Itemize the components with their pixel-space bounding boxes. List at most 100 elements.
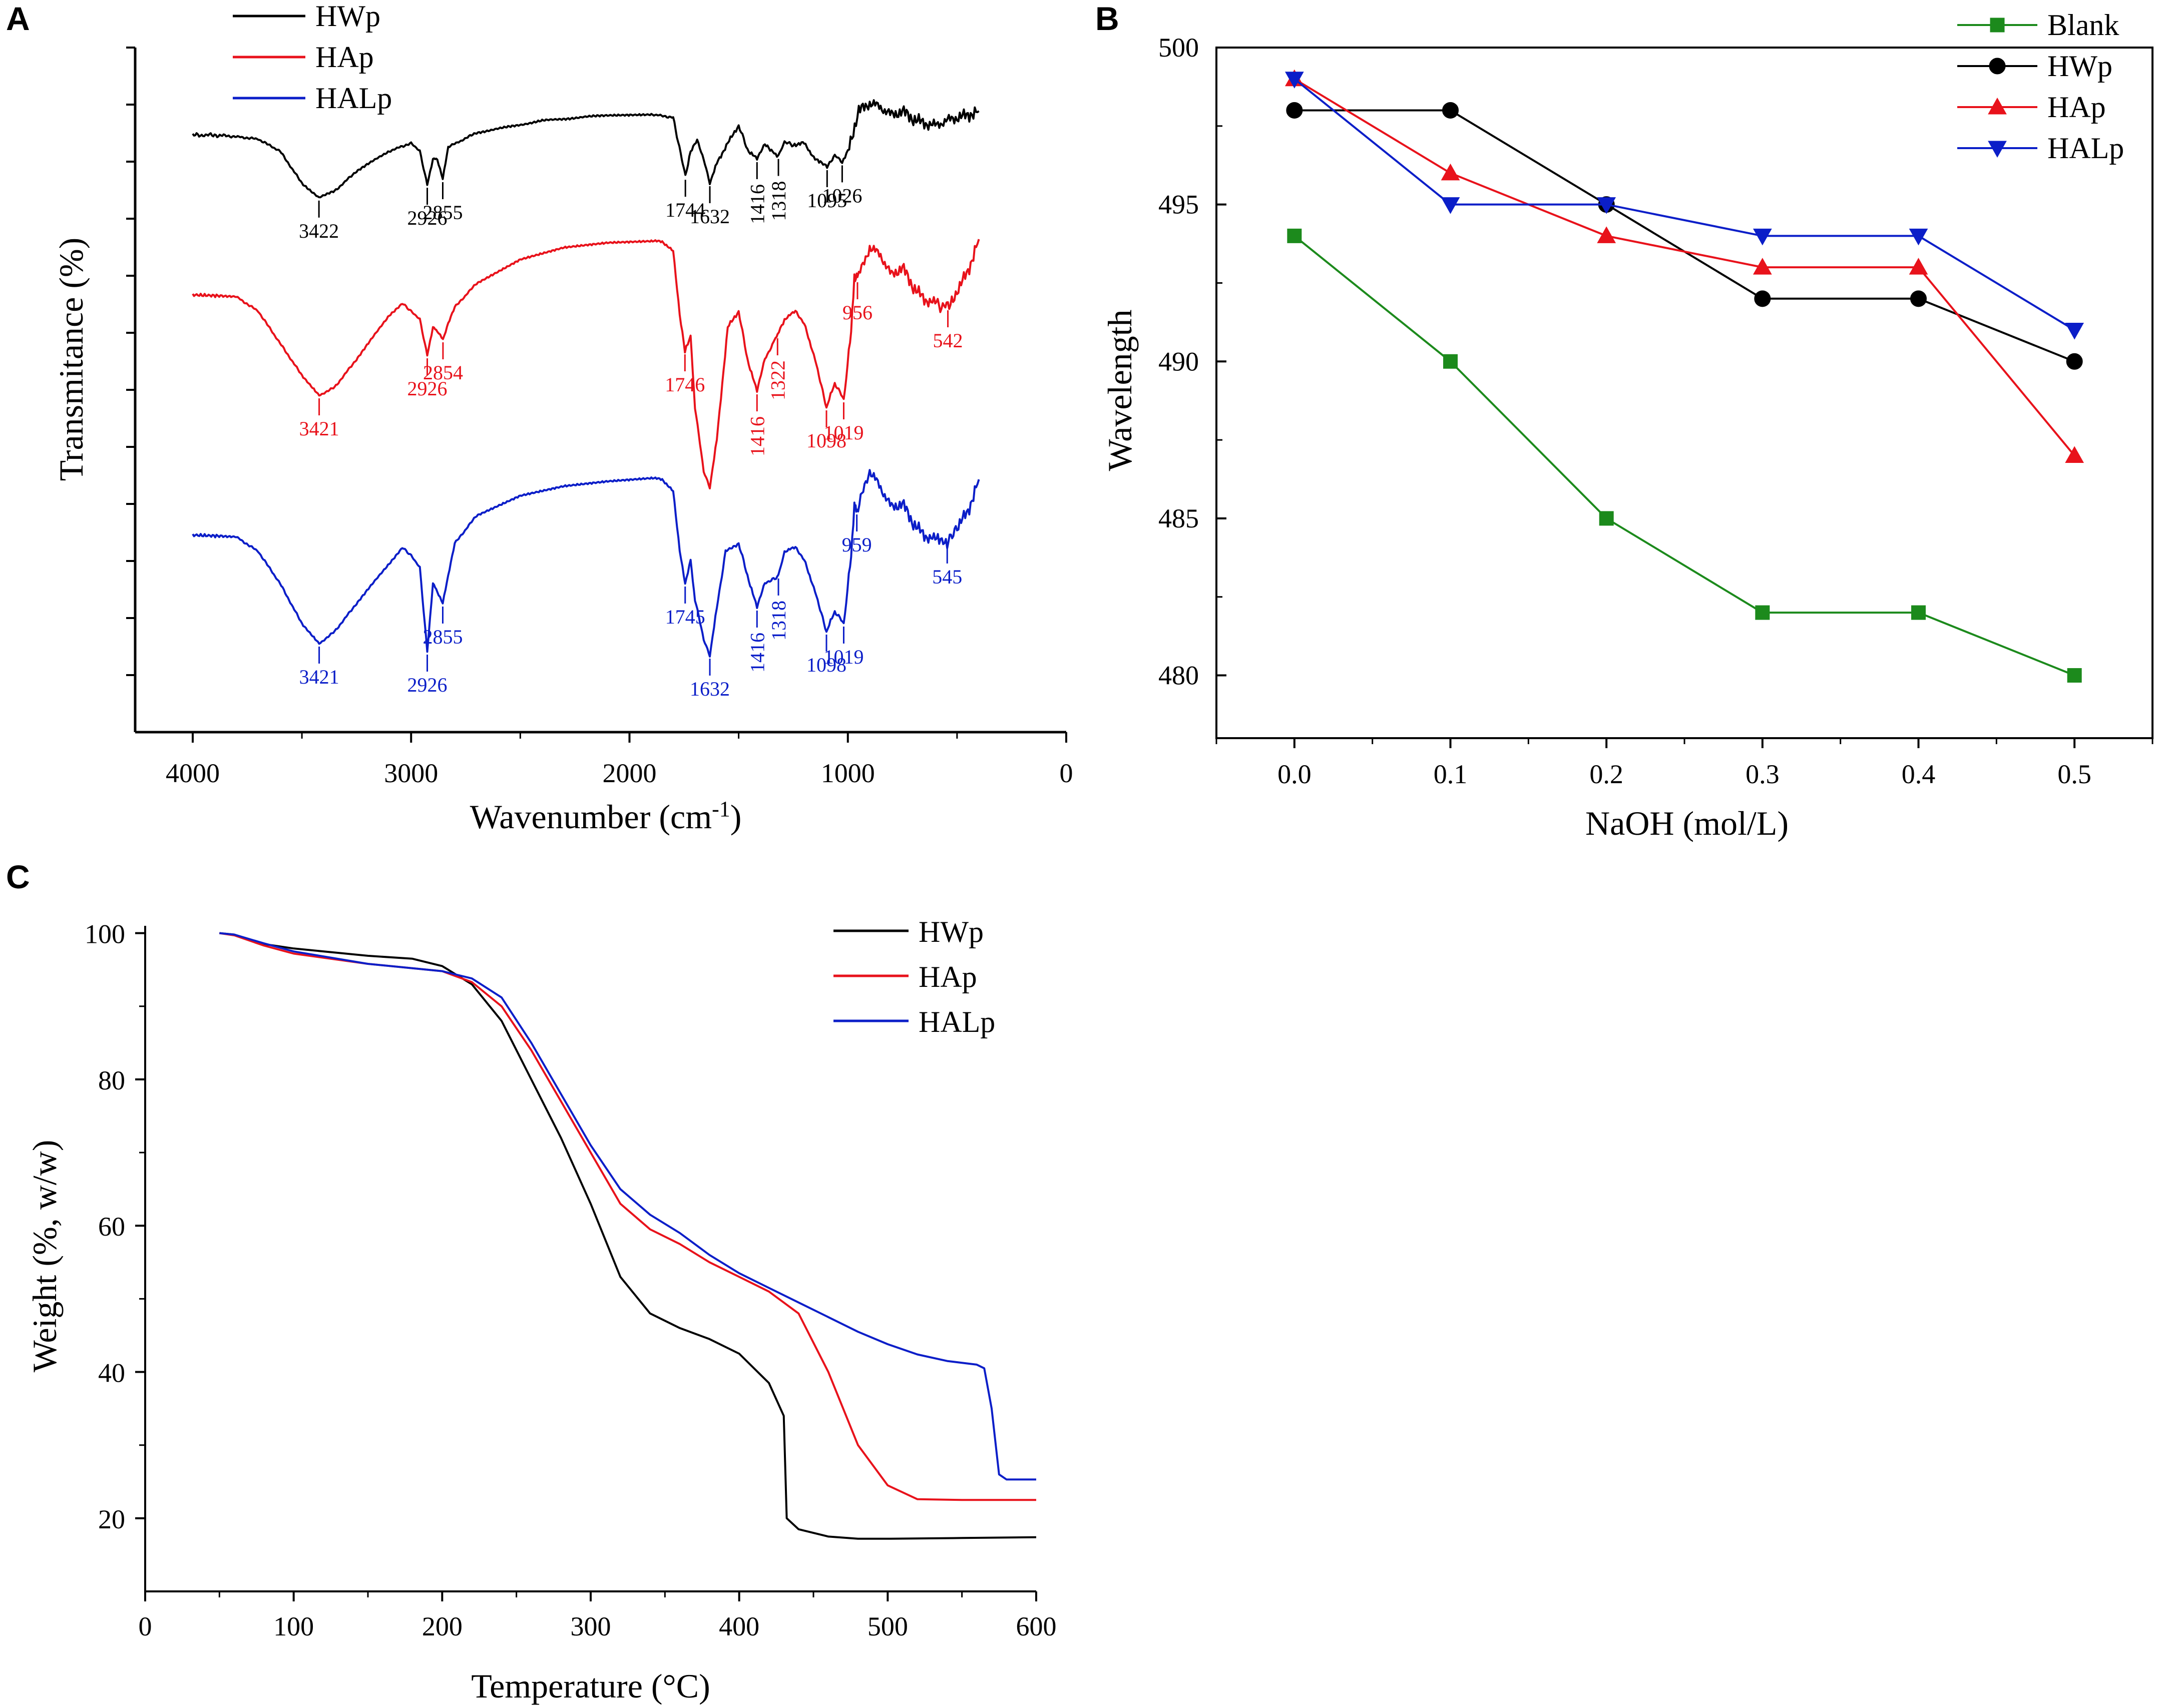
panel-a-peak-label-halp-1098: 1098 xyxy=(806,654,846,676)
panel-b-legend-label-hwp: HWp xyxy=(2047,50,2112,83)
panel-b-x-tick-label: 0.3 xyxy=(1746,759,1780,789)
panel-c-x-tick-label: 500 xyxy=(868,1611,908,1641)
panel-a-peak-label-hwp-1744: 1744 xyxy=(665,199,705,221)
panel-a-x-tick-label: 1000 xyxy=(821,758,875,788)
panel-a-x-tick-label: 0 xyxy=(1060,758,1073,788)
panel-c-x-tick-label: 300 xyxy=(571,1611,611,1641)
panel-b-series-blank xyxy=(1293,235,2075,677)
panel-c-letter: C xyxy=(6,858,30,895)
panel-c-x-tick-label: 0 xyxy=(139,1611,152,1641)
panel-c-y-tick-label: 60 xyxy=(98,1212,125,1242)
panel-a-peak-label-hwp-2855: 2855 xyxy=(423,201,463,224)
panel-c-legend-label-hap: HAp xyxy=(919,960,977,993)
panel-b-point-hwp xyxy=(1754,290,1771,307)
panel-a-peak-label-halp-1632: 1632 xyxy=(690,678,730,700)
panel-a-peak-label-hap-956: 956 xyxy=(842,301,873,324)
panel-a-x-tick-label: 4000 xyxy=(166,758,220,788)
panel-b-point-halp xyxy=(1753,228,1772,246)
panel-a-peak-label-hwp-1416: 1416 xyxy=(746,184,768,224)
panel-b-point-halp xyxy=(2065,323,2084,340)
panel-a-legend-label-hap: HAp xyxy=(315,41,374,74)
panel-a-x-title-sup: -1 xyxy=(712,797,730,821)
panel-a-peak-label-hwp-2926: 2926 xyxy=(407,207,448,229)
panel-b-point-halp xyxy=(1909,228,1928,246)
panel-c-legend-label-hwp: HWp xyxy=(919,915,984,948)
panel-b-point-blank xyxy=(1443,354,1458,369)
panel-c-x-tick-label: 100 xyxy=(273,1611,314,1641)
panel-a-peak-label-halp-2926: 2926 xyxy=(407,674,448,696)
panel-a-peak-label-hap-1019: 1019 xyxy=(823,421,863,444)
panel-a-series-hap xyxy=(192,239,980,489)
panel-a-peak-label-hap-2926: 2926 xyxy=(407,377,448,400)
panel-b-point-hap xyxy=(2065,446,2084,463)
panel-c: 20 40 60 80 100 0 100 200 300 400 500 600 HWp HAp HA… xyxy=(26,915,1057,1705)
panel-b-point-blank xyxy=(2067,668,2082,683)
panel-b-legend-marker-halp xyxy=(1988,141,2007,158)
panel-b-point-hwp xyxy=(1910,290,1927,307)
panel-a-peak-label-hap-1416: 1416 xyxy=(746,416,768,456)
panel-b-legend-marker-hap xyxy=(1988,97,2007,115)
panel-b-point-halp xyxy=(1441,197,1460,214)
panel-a-legend-label-halp: HALp xyxy=(315,82,392,115)
panel-a-peak-label-hap-2854: 2854 xyxy=(423,361,463,384)
panel-b-y-tick-label: 485 xyxy=(1158,503,1199,533)
panel-c-x-tick-label: 400 xyxy=(719,1611,759,1641)
panel-a-peak-label-halp-1416: 1416 xyxy=(746,633,768,673)
panel-b-letter: B xyxy=(1095,0,1119,37)
panel-b-x-axis-title: NaOH (mol/L) xyxy=(1585,804,1789,842)
panel-a-series-halp xyxy=(192,469,980,658)
panel-b-x-tick-label: 0.0 xyxy=(1277,759,1312,789)
panel-a-peak-label-hap-1098: 1098 xyxy=(806,429,846,452)
panel-c-series-hwp xyxy=(219,932,1037,1540)
panel-a-peak-label-halp-1019: 1019 xyxy=(823,646,863,668)
panel-b-legend-label-hap: HAp xyxy=(2047,91,2106,124)
panel-c-y-axis-title: Weight (%, w/w) xyxy=(26,1140,64,1373)
panel-b-point-hap xyxy=(1909,258,1928,275)
panel-a-peak-label-hwp-3422: 3422 xyxy=(299,220,339,242)
panel-a-peak-label-hap-3421: 3421 xyxy=(299,417,339,440)
panel-a-peak-label-hap-542: 542 xyxy=(933,329,963,352)
panel-c-y-tick-label: 40 xyxy=(98,1358,125,1388)
panel-a-peak-label-halp-1318: 1318 xyxy=(767,601,790,641)
panel-b-x-tick-label: 0.1 xyxy=(1434,759,1468,789)
panel-a-peak-label-halp-3421: 3421 xyxy=(299,666,339,688)
panel-c-x-tick-label: 600 xyxy=(1016,1611,1057,1641)
panel-b-series-hap xyxy=(1293,78,2075,456)
panel-a-peak-label-hap-1746: 1746 xyxy=(665,373,705,396)
panel-a-x-tick-label: 3000 xyxy=(384,758,438,788)
panel-a-x-axis-title: Wavenumber (cm-1) xyxy=(470,797,742,836)
panel-b-point-hwp xyxy=(2066,353,2083,370)
panel-c-x-tick-label: 200 xyxy=(422,1611,463,1641)
panel-a-peak-label-halp-545: 545 xyxy=(932,565,962,588)
panel-a-peak-label-halp-2855: 2855 xyxy=(423,626,463,648)
panel-a-peak-label-hwp-1095: 1095 xyxy=(807,189,847,212)
panel-b: 480 485 490 495 500 0.0 0.1 0.2 0.3 0.4 0.5 Blank… xyxy=(1101,9,2153,842)
panel-b-point-hap xyxy=(1753,258,1772,275)
panel-b-x-tick-label: 0.2 xyxy=(1589,759,1623,789)
panel-b-point-halp xyxy=(1284,72,1304,89)
panel-b-legend-label-blank: Blank xyxy=(2047,9,2119,42)
panel-b-y-axis-title: Wavelength xyxy=(1101,309,1139,471)
panel-c-series-hap xyxy=(219,932,1036,1501)
panel-a-series-hwp xyxy=(192,99,980,199)
panel-b-point-hwp xyxy=(1286,102,1303,119)
panel-b-point-blank xyxy=(1287,228,1302,243)
panel-b-y-tick-label: 495 xyxy=(1158,190,1199,220)
panel-b-legend-label-halp: HALp xyxy=(2047,132,2124,165)
panel-a-x-title-main: Wavenumber (cm xyxy=(470,798,712,836)
panel-c-series-halp xyxy=(219,932,1036,1481)
panel-b-point-hwp xyxy=(1442,102,1459,119)
panel-b-frame xyxy=(1215,47,2153,739)
panel-a-peak-label-hwp-1318: 1318 xyxy=(767,181,790,221)
panel-a-legend-label-hwp: HWp xyxy=(315,0,380,33)
panel-c-legend-label-halp: HALp xyxy=(919,1005,995,1038)
panel-a-peak-label-hwp-1632: 1632 xyxy=(690,205,730,228)
panel-c-y-tick-label: 80 xyxy=(98,1065,125,1095)
panel-b-legend-marker-blank xyxy=(1990,18,2005,33)
panel-a-y-axis-title: Transmitance (%) xyxy=(52,238,90,481)
panel-b-point-hap xyxy=(1441,163,1460,181)
panel-b-y-tick-label: 490 xyxy=(1158,346,1199,376)
panel-a-peak-label-hwp-1026: 1026 xyxy=(822,184,862,207)
